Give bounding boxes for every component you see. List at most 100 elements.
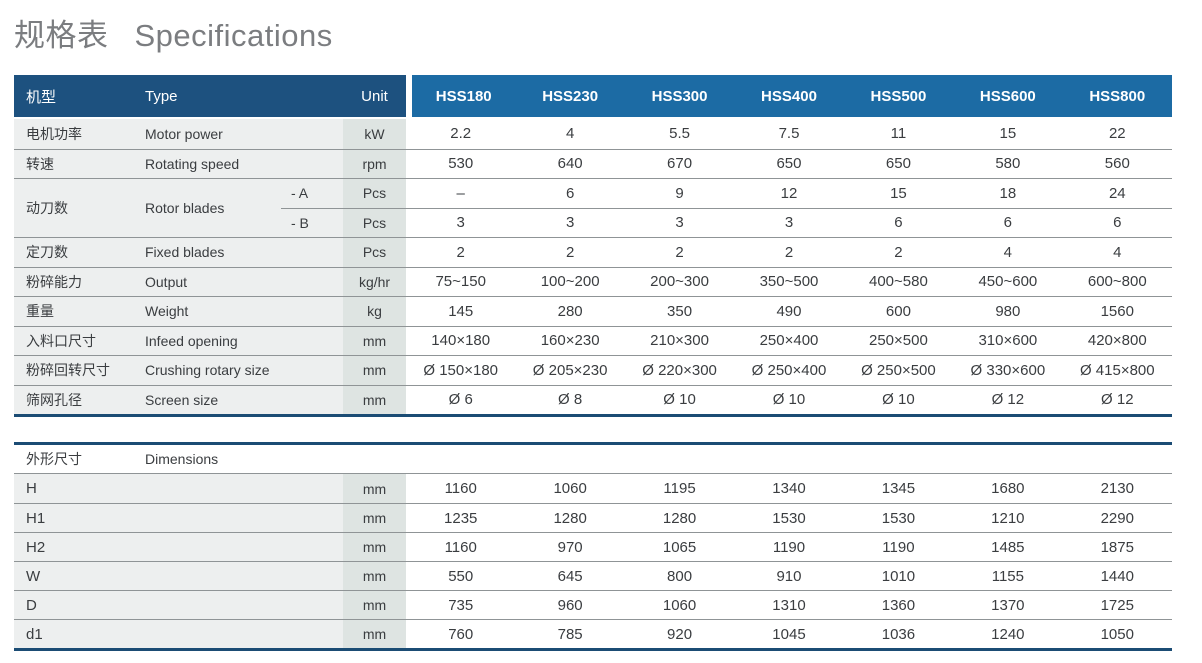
dimension-value-cell: 785: [515, 619, 625, 648]
spec-value-cell: 6: [515, 178, 625, 208]
spec-value-cell: 4: [515, 119, 625, 149]
dimension-value-cell: 1050: [1062, 619, 1172, 648]
row-label-zh: 筛网孔径: [14, 384, 140, 414]
spec-value-cell: 22: [1062, 119, 1172, 149]
dimension-value-cell: 1530: [734, 503, 844, 532]
spec-value-cell: 650: [843, 148, 954, 178]
header-sub-spacer: [281, 75, 343, 117]
header-label-en: Type: [140, 75, 281, 117]
row-label-zh: 粉碎能力: [14, 266, 140, 296]
dimension-row-label: d1: [14, 619, 343, 648]
dimension-row-unit: mm: [343, 561, 406, 590]
dimensions-label-en: Dimensions: [140, 445, 1172, 473]
dimension-value-cell: 1060: [515, 474, 625, 503]
spec-value-cell: 4: [1062, 237, 1172, 267]
header-label-zh: 机型: [14, 75, 140, 117]
dimension-value-cell: 735: [406, 590, 516, 619]
spec-value-cell: 600~800: [1062, 266, 1172, 296]
spec-value-cell: 2: [843, 237, 954, 267]
row-label-en: Fixed blades: [140, 237, 281, 267]
row-unit: mm: [343, 325, 406, 355]
spec-value-cell: 350: [624, 296, 735, 326]
dimension-value-cell: 1485: [953, 532, 1063, 561]
spec-table-header-row: 机型 Type Unit HSS180 HSS230 HSS300 HSS400 HSS…: [14, 75, 1172, 119]
spec-value-cell: 2.2: [406, 119, 516, 149]
spec-value-cell: 210×300: [624, 325, 735, 355]
spec-value-cell: 450~600: [953, 266, 1063, 296]
row-sublabel: [281, 296, 343, 326]
dimension-value-cell: 1010: [843, 561, 954, 590]
dimension-value-cell: 1240: [953, 619, 1063, 648]
spec-value-cell: 640: [515, 148, 625, 178]
spec-table: 机型 Type Unit HSS180 HSS230 HSS300 HSS400 HSS…: [14, 75, 1172, 417]
dimension-value-cell: 1280: [515, 503, 625, 532]
spec-value-cell: 2: [406, 237, 516, 267]
dimension-row-label: H: [14, 474, 343, 503]
model-header: HSS300: [624, 75, 735, 117]
dimension-row-label: D: [14, 590, 343, 619]
spec-value-cell: Ø 10: [843, 384, 954, 414]
spec-value-cell: 7.5: [734, 119, 844, 149]
spec-value-cell: 250×400: [734, 325, 844, 355]
row-label-en: Infeed opening: [140, 325, 281, 355]
spec-value-cell: 140×180: [406, 325, 516, 355]
spec-value-cell: 3: [406, 207, 516, 237]
spec-value-cell: 400~580: [843, 266, 954, 296]
dimensions-label-zh: 外形尺寸: [14, 445, 140, 473]
spec-value-cell: 350~500: [734, 266, 844, 296]
spec-value-cell: 145: [406, 296, 516, 326]
dimension-value-cell: 1190: [734, 532, 844, 561]
row-unit: mm: [343, 355, 406, 385]
spec-value-cell: 15: [953, 119, 1063, 149]
spec-value-cell: Ø 330×600: [953, 355, 1063, 385]
dimension-value-cell: 1360: [843, 590, 954, 619]
spec-value-cell: 18: [953, 178, 1063, 208]
dimension-value-cell: 1195: [624, 474, 735, 503]
dimension-value-cell: 1440: [1062, 561, 1172, 590]
row-sublabel: [281, 325, 343, 355]
spec-value-cell: 6: [953, 207, 1063, 237]
spec-value-cell: 420×800: [1062, 325, 1172, 355]
row-sublabel: [281, 148, 343, 178]
spec-value-cell: Ø 150×180: [406, 355, 516, 385]
row-label-en: Rotating speed: [140, 148, 281, 178]
row-sublabel: - B: [281, 207, 343, 237]
dimension-value-cell: 1340: [734, 474, 844, 503]
row-sublabel: [281, 266, 343, 296]
row-label-en: Crushing rotary size: [140, 355, 281, 385]
spec-value-cell: Ø 220×300: [624, 355, 735, 385]
dimension-value-cell: 1530: [843, 503, 954, 532]
spec-value-cell: 530: [406, 148, 516, 178]
row-label-zh: 入料口尺寸: [14, 325, 140, 355]
row-label-en: Screen size: [140, 384, 281, 414]
spec-value-cell: 670: [624, 148, 735, 178]
row-unit: rpm: [343, 148, 406, 178]
dimension-value-cell: 1345: [843, 474, 954, 503]
row-sublabel: [281, 384, 343, 414]
row-unit: mm: [343, 384, 406, 414]
dimensions-header-row: 外形尺寸 Dimensions: [14, 445, 1172, 474]
dimension-row-unit: mm: [343, 503, 406, 532]
dimension-value-cell: 1060: [624, 590, 735, 619]
dimension-value-cell: 2130: [1062, 474, 1172, 503]
spec-value-cell: 4: [953, 237, 1063, 267]
dimension-value-cell: 645: [515, 561, 625, 590]
row-sublabel: [281, 119, 343, 149]
spec-table-body: 电机功率 Motor power kW 2.2 4 5.5 7.5 11 15 22 转速 Rotat…: [14, 119, 1172, 414]
row-unit: kW: [343, 119, 406, 149]
spec-value-cell: 11: [843, 119, 954, 149]
dimension-value-cell: 1875: [1062, 532, 1172, 561]
dimension-value-cell: 1370: [953, 590, 1063, 619]
spec-value-cell: 6: [843, 207, 954, 237]
dimension-value-cell: 550: [406, 561, 516, 590]
page-title: 规格表 Specifications: [14, 10, 1172, 55]
dimension-row-label: H2: [14, 532, 343, 561]
dimension-value-cell: 760: [406, 619, 516, 648]
dimension-row-unit: mm: [343, 474, 406, 503]
dimension-value-cell: 1036: [843, 619, 954, 648]
row-label-en: Output: [140, 266, 281, 296]
model-header: HSS800: [1062, 75, 1172, 117]
spec-value-cell: 560: [1062, 148, 1172, 178]
spec-value-cell: Ø 250×400: [734, 355, 844, 385]
